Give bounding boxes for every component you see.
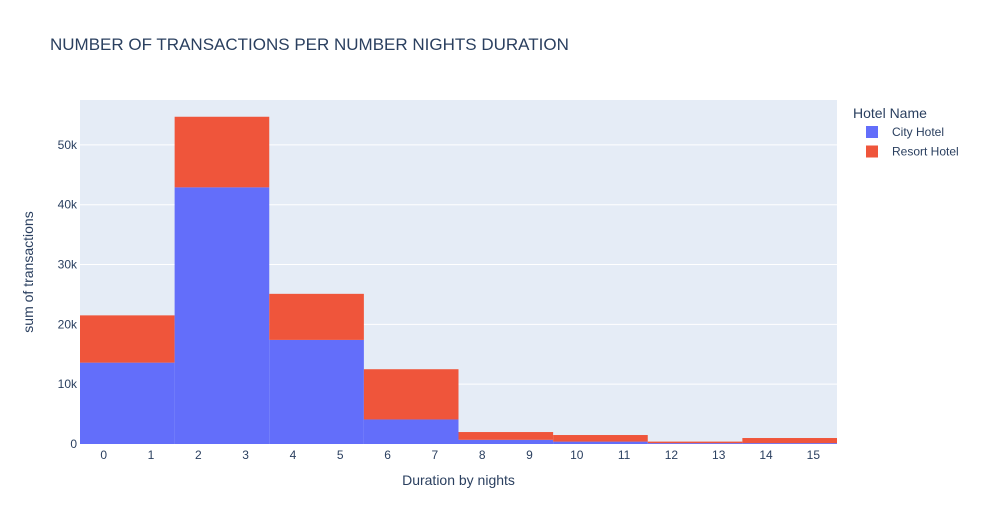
y-tick-label: 30k	[58, 258, 78, 272]
bar-city-hotel[interactable]	[647, 443, 743, 444]
bar-city-hotel[interactable]	[742, 443, 837, 444]
y-tick-label: 0	[70, 437, 77, 451]
bar-resort-hotel[interactable]	[174, 116, 270, 188]
x-tick-label: 14	[759, 448, 773, 462]
x-tick-label: 4	[290, 448, 297, 462]
bar-resort-hotel[interactable]	[363, 369, 459, 420]
legend-label[interactable]: Resort Hotel	[892, 145, 959, 159]
legend-label[interactable]: City Hotel	[892, 125, 944, 139]
bar-resort-hotel[interactable]	[553, 435, 648, 442]
x-tick-label: 3	[242, 448, 249, 462]
y-tick-label: 20k	[58, 317, 78, 331]
y-tick-label: 40k	[58, 198, 78, 212]
x-tick-label: 1	[148, 448, 155, 462]
y-axis-title: sum of transactions	[20, 211, 36, 332]
bar-city-hotel[interactable]	[269, 339, 364, 444]
x-tick-label: 13	[712, 448, 726, 462]
x-tick-label: 15	[807, 448, 821, 462]
bar-resort-hotel[interactable]	[742, 438, 837, 444]
x-tick-label: 5	[337, 448, 344, 462]
x-axis-title: Duration by nights	[402, 472, 515, 488]
bars[interactable]	[80, 116, 837, 445]
x-tick-label: 6	[384, 448, 391, 462]
bar-city-hotel[interactable]	[174, 187, 270, 445]
x-tick-label: 9	[526, 448, 533, 462]
x-axis-ticks: 0 1 2 3 4 5 6 7 8 9 10 11 12 13 14 15	[100, 448, 820, 462]
x-tick-label: 7	[432, 448, 439, 462]
y-tick-label: 10k	[58, 377, 78, 391]
x-tick-label: 12	[665, 448, 679, 462]
legend-swatch	[866, 126, 878, 138]
y-tick-label: 50k	[58, 138, 78, 152]
bar-resort-hotel[interactable]	[269, 293, 364, 340]
x-tick-label: 2	[195, 448, 202, 462]
bar-resort-hotel[interactable]	[80, 315, 175, 363]
x-tick-label: 10	[570, 448, 584, 462]
bar-city-hotel[interactable]	[458, 439, 554, 444]
bar-city-hotel[interactable]	[363, 419, 459, 444]
bar-resort-hotel[interactable]	[647, 441, 743, 444]
bar-city-hotel[interactable]	[80, 362, 175, 444]
x-tick-label: 11	[618, 448, 631, 462]
legend-swatch	[866, 145, 878, 158]
legend: Hotel Name City Hotel Resort Hotel	[853, 105, 959, 159]
legend-title: Hotel Name	[853, 105, 927, 121]
x-tick-label: 0	[100, 448, 107, 462]
bar-resort-hotel[interactable]	[458, 432, 554, 440]
x-tick-label: 8	[479, 448, 486, 462]
bar-city-hotel[interactable]	[553, 441, 648, 444]
chart-title: NUMBER OF TRANSACTIONS PER NUMBER NIGHTS…	[50, 35, 569, 54]
y-axis-ticks: 0 10k 20k 30k 40k 50k	[58, 138, 78, 451]
